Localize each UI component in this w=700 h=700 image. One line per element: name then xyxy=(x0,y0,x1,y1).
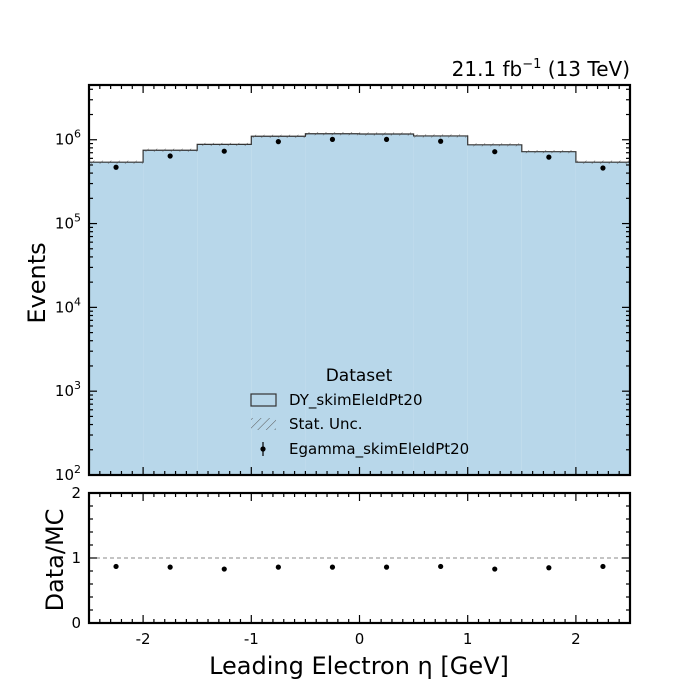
stat-unc-5 xyxy=(359,132,414,136)
xtick-label-3: 1 xyxy=(463,630,473,648)
ratio-points xyxy=(113,563,606,572)
stat-unc-2 xyxy=(197,142,252,146)
mc-bar-7 xyxy=(467,144,522,475)
data-point-3 xyxy=(275,139,281,145)
mc-histogram-fill xyxy=(89,133,630,475)
data-point-6 xyxy=(438,138,444,144)
stat-unc-1 xyxy=(143,148,198,152)
data-point-8 xyxy=(546,154,552,160)
ratio-point-5 xyxy=(383,564,390,570)
data-point-9 xyxy=(600,165,606,171)
main-ylabel: Events xyxy=(23,242,51,323)
mc-bar-2 xyxy=(197,144,252,475)
stat-unc-6 xyxy=(413,134,468,138)
ratio-point-6 xyxy=(438,563,444,570)
ratio-point-4 xyxy=(329,564,336,570)
legend-swatch-data-dot xyxy=(260,446,266,452)
stat-unc-4 xyxy=(305,132,360,136)
data-point-7 xyxy=(492,149,498,155)
data-point-2 xyxy=(221,148,227,154)
ratio-point-3 xyxy=(275,564,281,570)
legend-label-mc: DY_skimEleIdPt20 xyxy=(289,391,423,410)
ratio-ytick-label-2: 2 xyxy=(71,484,81,502)
mc-bar-1 xyxy=(143,150,198,475)
data-point-5 xyxy=(383,136,390,142)
legend-title: Dataset xyxy=(326,366,393,386)
legend-label-data: Egamma_skimEleIdPt20 xyxy=(289,440,469,459)
ratio-point-2 xyxy=(221,566,227,572)
ratio-frame xyxy=(87,491,632,625)
main-frame xyxy=(87,83,632,477)
ratio-point-7 xyxy=(492,566,498,572)
stat-unc-9 xyxy=(575,160,630,164)
lumi-label: 21.1 fb−1 (13 TeV) xyxy=(452,57,630,81)
main-ytick-label-4: 106 xyxy=(55,128,81,149)
xtick-label-2: 0 xyxy=(355,630,365,648)
legend-swatch-hatch xyxy=(251,418,276,430)
ratio-ylabel: Data/MC xyxy=(41,509,69,612)
stat-unc-0 xyxy=(89,160,144,164)
mc-bar-0 xyxy=(89,162,144,475)
xtick-label-4: 2 xyxy=(571,630,581,648)
mc-bar-8 xyxy=(521,151,576,475)
stat-unc-3 xyxy=(251,134,306,138)
stat-unc-band xyxy=(89,132,630,164)
data-points xyxy=(113,136,606,171)
legend-swatch-mc xyxy=(250,393,277,407)
legend: Dataset DY_skimEleIdPt20 Stat. Unc. Egam… xyxy=(250,366,469,459)
ratio-panel: 0 1 2 -2 -1 0 1 2 Data/MC xyxy=(41,484,632,648)
ratio-point-8 xyxy=(546,565,552,571)
ratio-point-0 xyxy=(113,563,119,570)
mc-bar-4 xyxy=(305,133,360,475)
data-point-4 xyxy=(329,136,336,142)
ratio-point-9 xyxy=(600,563,606,570)
xtick-label-1: -1 xyxy=(244,630,259,648)
x-axis-label: Leading Electron η [GeV] xyxy=(209,652,509,680)
main-ytick-label-2: 104 xyxy=(55,295,81,316)
data-point-0 xyxy=(113,164,119,170)
ratio-ytick-label-0: 0 xyxy=(71,614,81,632)
mc-bar-6 xyxy=(413,135,468,475)
mc-bar-5 xyxy=(359,134,414,475)
mc-bar-9 xyxy=(575,162,630,475)
xtick-label-0: -2 xyxy=(136,630,151,648)
ratio-x-ticks: -2 -1 0 1 2 xyxy=(88,493,631,648)
stat-unc-8 xyxy=(521,150,576,154)
stat-unc-7 xyxy=(467,143,522,147)
ratio-ytick-label-1: 1 xyxy=(71,549,81,567)
main-ytick-label-0: 102 xyxy=(55,463,81,484)
ratio-point-1 xyxy=(167,564,173,570)
main-ytick-label-3: 105 xyxy=(55,212,81,233)
legend-label-unc: Stat. Unc. xyxy=(289,415,363,433)
main-panel: 102 103 104 105 106 Events Dataset DY_skimEl… xyxy=(23,83,632,484)
data-point-1 xyxy=(167,153,173,159)
main-ytick-label-1: 103 xyxy=(55,379,81,400)
